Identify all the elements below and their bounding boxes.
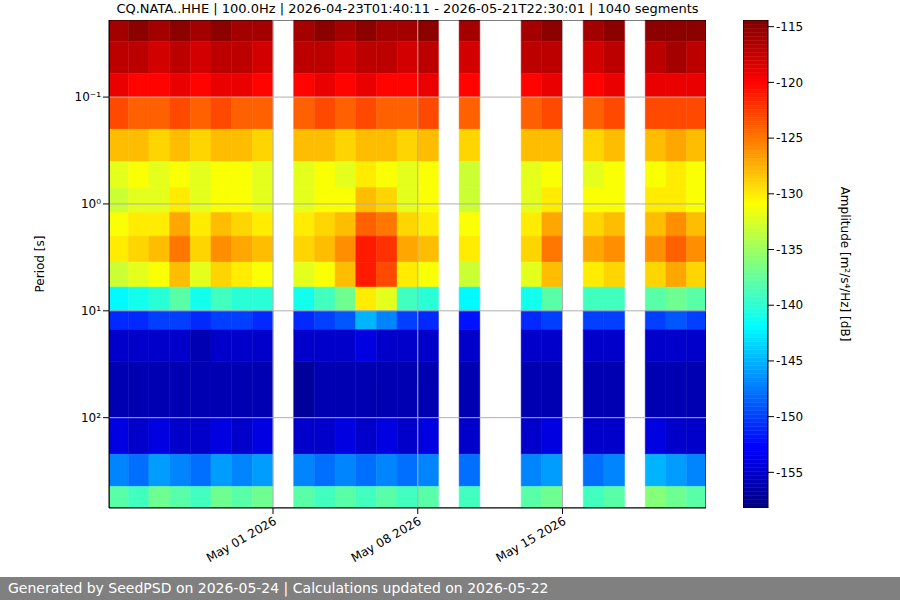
svg-text:Period [s]: Period [s] — [33, 236, 47, 293]
svg-text:10⁻¹: 10⁻¹ — [75, 90, 102, 104]
svg-text:-145: -145 — [776, 354, 803, 368]
html-text:CQ.NATA..HHE | 100.0Hz | 2026-: CQ.NATA..HHE | 100.0Hz | 2026-04-23T01:4… — [116, 1, 699, 16]
svg-text:10¹: 10¹ — [81, 304, 101, 318]
svg-text:-125: -125 — [776, 131, 803, 145]
svg-text:10⁰: 10⁰ — [81, 197, 101, 211]
svg-text:May 08 2026: May 08 2026 — [349, 514, 424, 565]
html-text:Generated by SeedPSD on 2026-0: Generated by SeedPSD on 2026-05-24 | Cal… — [8, 580, 549, 596]
svg-text:10²: 10² — [81, 411, 101, 425]
svg-text:Amplitude [m²/s⁴/Hz] [dB]: Amplitude [m²/s⁴/Hz] [dB] — [838, 187, 852, 342]
svg-text:-150: -150 — [776, 410, 803, 424]
svg-text:-140: -140 — [776, 298, 803, 312]
svg-text:-130: -130 — [776, 187, 803, 201]
svg-text:May 01 2026: May 01 2026 — [204, 514, 279, 565]
svg-text:-120: -120 — [776, 76, 803, 90]
svg-text:-155: -155 — [776, 466, 803, 480]
svg-text:-115: -115 — [776, 20, 803, 34]
svg-text:-135: -135 — [776, 243, 803, 257]
svg-text:May 15 2026: May 15 2026 — [494, 514, 569, 565]
